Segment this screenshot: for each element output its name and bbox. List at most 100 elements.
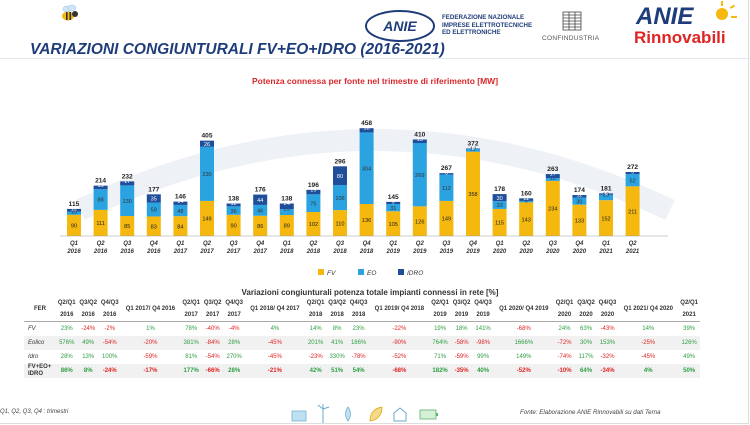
bar-label-fv-19: 133 bbox=[575, 219, 584, 225]
x-label-quarter-9: Q2 bbox=[309, 241, 318, 247]
bar-label-eo-11: 304 bbox=[362, 166, 371, 172]
bar-eo-3 bbox=[146, 202, 161, 217]
x-label-quarter-6: Q3 bbox=[230, 241, 239, 247]
table-cell: 39% bbox=[683, 326, 696, 332]
bar-eo-9 bbox=[306, 194, 321, 212]
table-cell: 19% bbox=[434, 326, 447, 332]
bar-label-fv-0: 90 bbox=[71, 224, 77, 230]
bar-idro-9 bbox=[306, 189, 321, 195]
bar-label-eo-4: 48 bbox=[177, 209, 183, 215]
table-header-col-5: Q3/Q2 bbox=[203, 300, 222, 306]
table-header-col-15: Q1 2020/ Q4 2019 bbox=[493, 298, 554, 322]
bar-label-eo-3: 59 bbox=[151, 208, 157, 214]
table-header-col-16: Q2/Q1 bbox=[555, 300, 574, 306]
bar-label-idro-13: 15 bbox=[417, 137, 423, 143]
bar-label-idro-14: 6 bbox=[445, 171, 448, 177]
table-cell: 81% bbox=[185, 354, 198, 360]
bar-total-7: 176 bbox=[255, 187, 266, 194]
legend: FV EO IDRO bbox=[318, 269, 423, 277]
bar-eo-4 bbox=[173, 204, 188, 217]
bar-label-eo-10: 106 bbox=[335, 196, 344, 202]
bar-eo-8 bbox=[279, 209, 294, 216]
table-cell: 126% bbox=[678, 336, 700, 350]
table-cell: -72% bbox=[553, 336, 576, 350]
table-header-year-1: 2016 bbox=[77, 309, 99, 322]
bar-fv-8 bbox=[279, 215, 294, 236]
table-cell: 8% bbox=[77, 364, 99, 378]
bar-label-eo-20: 23 bbox=[603, 192, 609, 198]
x-label-quarter-14: Q3 bbox=[442, 241, 451, 247]
table-header-year-16: 2020 bbox=[553, 309, 576, 322]
bar-eo-15 bbox=[466, 148, 480, 152]
table-cell: 24% bbox=[558, 326, 571, 332]
battery-icon bbox=[419, 409, 438, 420]
table-cell: -23% bbox=[308, 354, 323, 360]
bar-label-fv-3: 83 bbox=[151, 224, 157, 230]
table-cell: 117% bbox=[578, 354, 594, 360]
confindustria-label: CONFINDUSTRIA bbox=[542, 35, 600, 42]
table-header-year-4: 2017 bbox=[180, 309, 202, 322]
bar-label-fv-11: 136 bbox=[362, 218, 371, 224]
bar-label-fv-20: 152 bbox=[601, 216, 610, 222]
table-header-col-4: Q2/Q1 bbox=[182, 300, 201, 306]
table-cell: 86% bbox=[56, 364, 78, 378]
x-label-year-8: 2018 bbox=[279, 249, 294, 255]
x-label-year-21: 2021 bbox=[625, 249, 640, 255]
table-cell: -68% bbox=[516, 326, 531, 332]
leaf-icon bbox=[369, 406, 383, 422]
x-label-year-11: 2018 bbox=[359, 249, 374, 255]
variations-table: FER Q2/Q1 Q3/Q2 Q4/Q3 Q1 2017/ Q4 2016 Q2/Q1 Q… bbox=[24, 298, 700, 378]
bar-idro-4 bbox=[173, 201, 188, 205]
bar-label-eo-5: 230 bbox=[202, 172, 211, 178]
bar-label-eo-15: 12 bbox=[470, 146, 476, 152]
bar-total-11: 458 bbox=[361, 120, 372, 127]
table-header-col-0: Q2/Q1 bbox=[57, 300, 76, 306]
x-label-quarter-1: Q2 bbox=[97, 241, 106, 247]
legend-label-idro: IDRO bbox=[407, 270, 423, 277]
table-header-col-18: Q4/Q3 bbox=[598, 300, 617, 306]
bar-label-idro-21: 9 bbox=[631, 169, 634, 175]
x-label-quarter-17: Q2 bbox=[522, 241, 531, 247]
x-label-year-0: 2016 bbox=[66, 249, 81, 255]
bar-fv-19 bbox=[572, 204, 587, 236]
table-cell: -66% bbox=[201, 364, 224, 378]
bar-total-12: 145 bbox=[388, 194, 399, 201]
table-cell: -78% bbox=[351, 354, 366, 360]
bar-eo-18 bbox=[545, 178, 560, 181]
table-header-col-14: Q4/Q3 bbox=[474, 300, 492, 306]
table-cell: 40% bbox=[472, 364, 494, 378]
table-cell: -43% bbox=[600, 326, 615, 332]
bar-total-17: 160 bbox=[521, 190, 532, 197]
bar-idro-21 bbox=[625, 171, 640, 175]
water-drop-icon bbox=[345, 406, 351, 422]
table-cell: 23% bbox=[60, 326, 73, 332]
bar-eo-12 bbox=[386, 203, 401, 212]
table-cell: 28% bbox=[60, 354, 73, 360]
wind-turbine-icon bbox=[317, 404, 330, 423]
bar-fv-14 bbox=[439, 200, 454, 236]
table-cell: -24% bbox=[98, 364, 121, 378]
x-label-quarter-11: Q4 bbox=[363, 241, 372, 247]
bar-fv-9 bbox=[306, 211, 321, 236]
table-header-year-5: 2017 bbox=[201, 309, 224, 322]
house-icon bbox=[393, 407, 407, 422]
table-cell: 78% bbox=[185, 326, 198, 332]
table-cell: 51% bbox=[326, 364, 348, 378]
x-label-year-17: 2020 bbox=[519, 249, 534, 255]
table-cell: 141% bbox=[475, 326, 491, 332]
x-label-quarter-10: Q3 bbox=[336, 241, 345, 247]
bar-label-idro-19: 11 bbox=[576, 193, 582, 199]
x-label-quarter-19: Q4 bbox=[575, 241, 584, 247]
table-cell: 1666% bbox=[493, 336, 554, 350]
bar-total-20: 181 bbox=[600, 185, 611, 192]
x-label-year-20: 2021 bbox=[598, 249, 613, 255]
bar-eo-1 bbox=[93, 189, 108, 210]
bar-eo-7 bbox=[253, 204, 268, 216]
table-row: FV 23% -24% -2% 1% 78% -40% -4% 4% 14% 8% 23% -22% 19… bbox=[24, 322, 700, 337]
federation-line-3: ED ELETTRONICHE bbox=[442, 29, 501, 36]
table-cell: -98% bbox=[472, 336, 494, 350]
bar-idro-16 bbox=[492, 194, 507, 202]
bar-label-eo-17: 6 bbox=[525, 198, 528, 204]
bar-label-idro-18: 17 bbox=[550, 172, 556, 178]
table-header-year-0: 2016 bbox=[56, 309, 78, 322]
